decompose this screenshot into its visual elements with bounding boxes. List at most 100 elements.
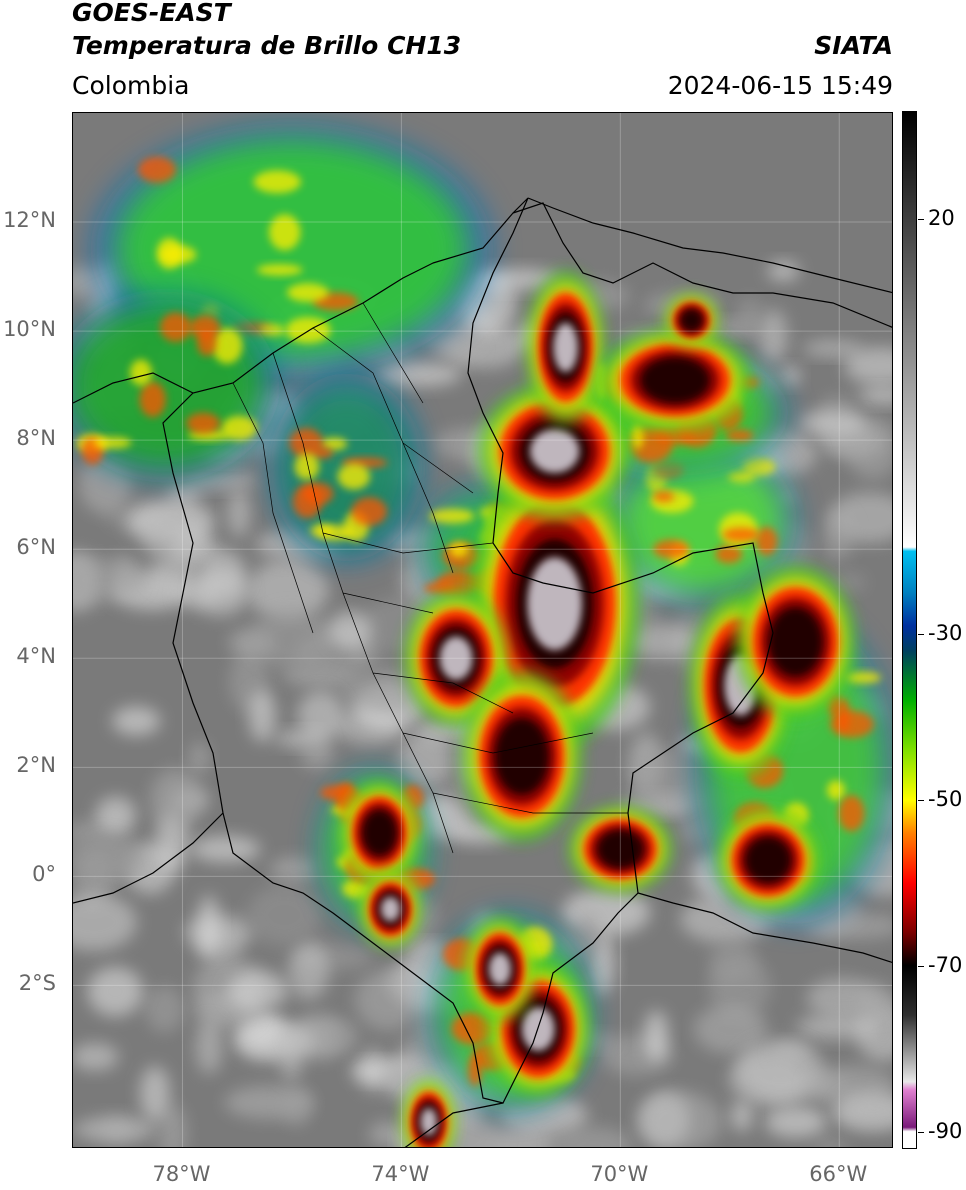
graticule (73, 113, 892, 1147)
cloud-field-speck (722, 527, 760, 542)
low-cloud-patch (143, 513, 201, 566)
latitude-tick-label: 6°N (16, 535, 56, 560)
low-cloud-patch (111, 554, 140, 594)
low-cloud-patch (836, 1092, 892, 1128)
cloud-field-speck (337, 463, 371, 490)
storm-cell-layer-ring (420, 1108, 437, 1136)
low-cloud-patch (764, 1105, 827, 1138)
cloud-field-speck (159, 312, 192, 342)
longitude-tick-label: 78°W (152, 1162, 211, 1186)
storm-cell-layer-ring (362, 809, 397, 856)
low-cloud-patch (767, 261, 800, 281)
low-cloud-patch (248, 690, 276, 742)
cloud-field-speck (756, 526, 778, 556)
cloud-field-speck (845, 671, 882, 684)
map-canvas (73, 113, 892, 1147)
low-cloud-patch (433, 338, 481, 360)
cloud-field-speck (449, 542, 469, 558)
low-cloud-patch (145, 986, 185, 1033)
low-cloud-patch (288, 941, 330, 1000)
low-cloud-patch (814, 1137, 848, 1147)
low-cloud-patch (200, 548, 246, 599)
storm-cell-layer-ring (640, 357, 710, 404)
colorbar-tick-label: -70 (928, 953, 963, 978)
colombia-border (162, 197, 774, 1104)
low-cloud-patch (552, 1126, 633, 1147)
region-label: Colombia (72, 71, 190, 100)
low-cloud-patch (73, 1043, 119, 1071)
longitude-tick-label: 74°W (371, 1162, 430, 1186)
low-cloud-patch (637, 1091, 722, 1147)
low-cloud-patch (780, 366, 801, 386)
cloud-field-speck (830, 710, 874, 738)
low-cloud-patch (73, 1116, 156, 1143)
product-title: Temperatura de Brillo CH13 (72, 31, 462, 60)
low-cloud-patch (376, 362, 462, 387)
cloud-field-speck (837, 698, 850, 733)
low-cloud-patch (759, 309, 788, 363)
venezuela-border (512, 202, 892, 328)
colorbar-tick-label: -90 (928, 1119, 963, 1144)
cloud-field-speck (715, 544, 743, 564)
low-cloud-patch (858, 386, 892, 405)
cloud-field-speck (436, 570, 482, 597)
low-cloud-patch (772, 1042, 810, 1063)
low-cloud-patch (269, 856, 319, 882)
latitude-tick-label: 2°S (18, 971, 56, 996)
colorbar-tick-mark (918, 800, 924, 802)
low-cloud-patch (422, 794, 455, 832)
low-cloud-patch (561, 888, 651, 937)
low-cloud-patch (73, 893, 137, 951)
low-cloud-patch (832, 572, 867, 592)
agency-label: SIATA (814, 31, 893, 60)
storm-cell-layer-ring (380, 896, 401, 922)
cloud-field-speck (256, 264, 303, 276)
colorbar-tick-label: 20 (928, 205, 955, 230)
low-cloud-patch (87, 966, 144, 1017)
low-cloud-patch (709, 939, 757, 986)
low-cloud-patch (184, 470, 258, 490)
low-cloud-patch (354, 969, 421, 1031)
cloud-field-speck (186, 412, 221, 434)
low-cloud-patch (797, 411, 868, 435)
latitude-tick-label: 2°N (16, 753, 56, 778)
storm-cell-layer-ring (488, 952, 511, 986)
cloud-field-speck (221, 415, 258, 441)
longitude-tick-label: 66°W (809, 1162, 868, 1186)
latitude-tick-label: 12°N (3, 208, 56, 233)
low-cloud-patch (227, 971, 288, 1010)
low-cloud-patch (844, 346, 892, 385)
department-lines (232, 302, 628, 854)
timestamp-label: 2024-06-15 15:49 (667, 71, 893, 100)
low-cloud-patch (368, 1121, 407, 1147)
cloud-field-speck (289, 428, 324, 458)
low-cloud-patch (227, 489, 251, 538)
venezuela-north-coast (527, 197, 892, 294)
cloud-field-speck (653, 539, 690, 559)
brazil-border (637, 892, 892, 963)
low-cloud-patch (246, 559, 329, 621)
cloud-field-speck (287, 283, 329, 302)
cloud-field-speck (268, 214, 301, 251)
colorbar-tick-mark (918, 218, 924, 220)
low-cloud-patch (857, 983, 892, 1018)
low-cloud-patch (802, 340, 864, 357)
low-cloud-patch (297, 690, 345, 741)
latitude-tick-label: 10°N (3, 317, 56, 342)
cloud-field-speck (725, 429, 754, 441)
colorbar-tick-mark (918, 1132, 924, 1134)
cloud-field-speck (838, 795, 865, 832)
map-panel (72, 112, 893, 1148)
storm-cell-layer-ring (553, 322, 578, 372)
colorbar-tick-label: -50 (928, 787, 963, 812)
cloud-field-speck (827, 780, 846, 801)
low-cloud-patch (693, 1004, 767, 1054)
low-cloud-patch (300, 739, 334, 770)
cloud-field-speck (653, 490, 675, 503)
low-cloud-patch (846, 416, 892, 481)
low-cloud-patch (195, 1019, 223, 1074)
country-borders (73, 197, 892, 1147)
peru-border (404, 1102, 504, 1147)
low-cloud-patch (331, 1022, 361, 1051)
low-cloud-patch (149, 768, 202, 832)
